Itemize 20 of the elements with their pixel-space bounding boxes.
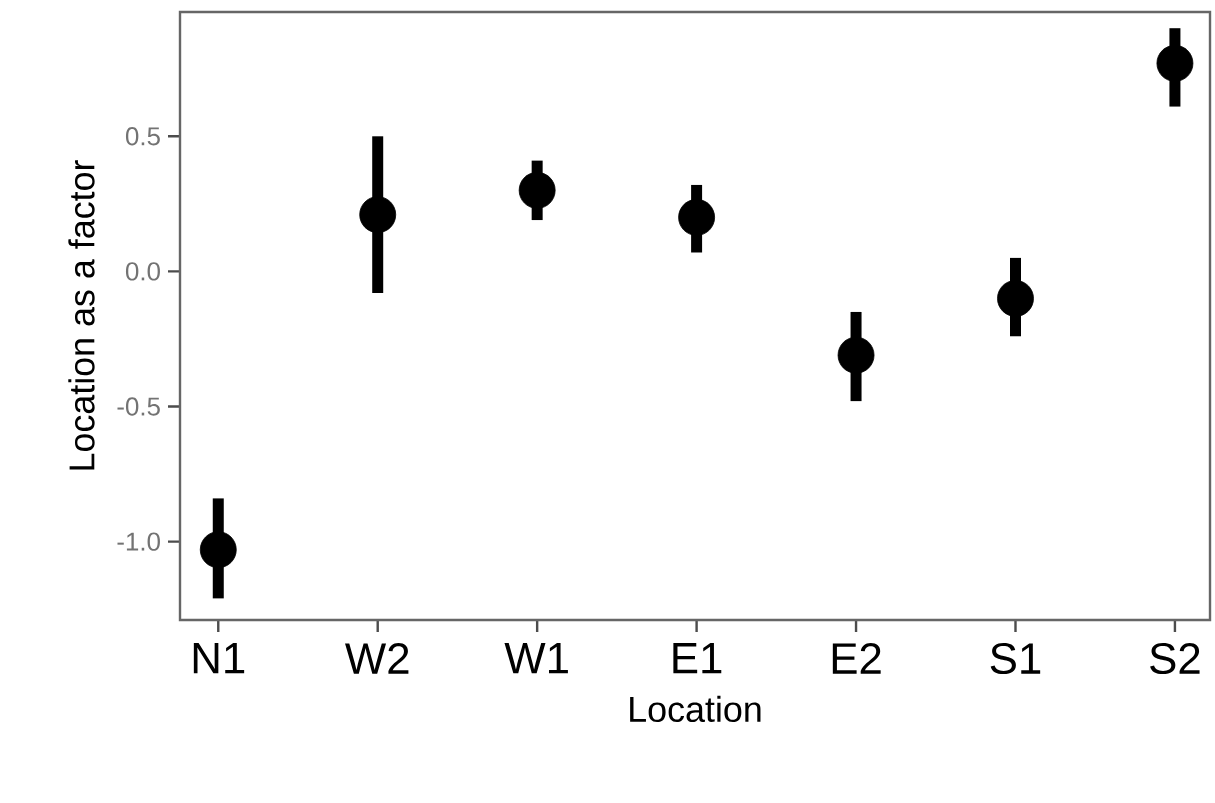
x-tick-label: W1	[504, 643, 568, 674]
x-tick-label: S2	[1150, 643, 1200, 675]
point	[199, 531, 237, 569]
x-tick-label: S1	[990, 643, 1041, 675]
y-axis-title: Location as a factor	[68, 160, 95, 470]
x-tick-label: W2	[345, 643, 409, 674]
point	[678, 198, 715, 236]
y-tick-label: -0.5	[117, 397, 160, 416]
y-tick-label: 0.5	[125, 127, 160, 146]
y-tick-label: 0.0	[125, 262, 160, 281]
x-tick-label: E1	[673, 643, 722, 674]
point	[837, 336, 875, 374]
point	[1156, 44, 1194, 82]
point	[518, 171, 556, 209]
point	[997, 280, 1034, 317]
x-tick-label: E2	[832, 643, 881, 674]
point	[359, 196, 397, 234]
x-axis-title: Location	[630, 695, 761, 723]
x-tick-label: N1	[193, 643, 245, 674]
y-tick-label: -1.0	[117, 532, 160, 551]
